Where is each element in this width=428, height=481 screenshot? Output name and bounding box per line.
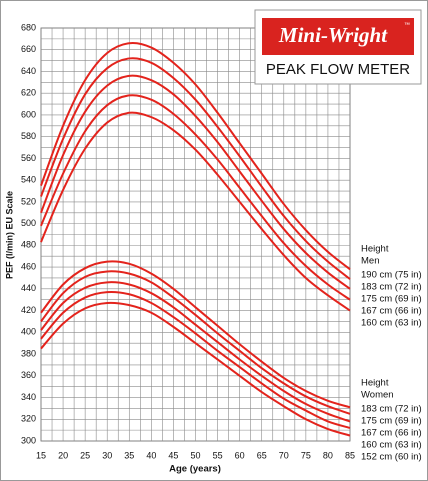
legend-entry: 175 cm (69 in) <box>361 416 422 427</box>
legend-title: Men <box>361 256 379 267</box>
y-tick-label: 640 <box>21 66 36 76</box>
legend-entry: 183 cm (72 in) <box>361 404 422 415</box>
y-tick-label: 660 <box>21 44 36 54</box>
y-tick-label: 540 <box>21 175 36 185</box>
y-tick-label: 320 <box>21 414 36 424</box>
logo-badge <box>262 18 414 55</box>
legend-entry: 160 cm (63 in) <box>361 318 422 329</box>
curve <box>40 57 351 280</box>
curve <box>40 270 351 415</box>
legend-entry: 152 cm (60 in) <box>361 452 422 463</box>
x-tick-label: 65 <box>257 450 267 460</box>
y-tick-label: 680 <box>21 22 36 32</box>
y-tick-label: 460 <box>21 261 36 271</box>
x-tick-label: 25 <box>80 450 90 460</box>
x-tick-label: 75 <box>301 450 311 460</box>
y-tick-label: 480 <box>21 240 36 250</box>
curve <box>40 42 351 271</box>
legend-title: Height <box>361 378 389 389</box>
x-tick-label: 60 <box>235 450 245 460</box>
legend-entry: 190 cm (75 in) <box>361 270 422 281</box>
y-tick-label: 360 <box>21 370 36 380</box>
logo: Mini-Wright ™ PEAK FLOW METER <box>254 9 422 85</box>
y-tick-label: 600 <box>21 109 36 119</box>
y-axis-label: PEF (l/min) EU Scale <box>4 191 14 279</box>
x-tick-label: 20 <box>58 450 68 460</box>
curve <box>40 111 351 312</box>
curve <box>40 260 351 409</box>
curve <box>40 301 351 437</box>
legend-entry: 167 cm (66 in) <box>361 428 422 439</box>
legend-entry: 175 cm (69 in) <box>361 294 422 305</box>
x-tick-label: 35 <box>124 450 134 460</box>
x-tick-label: 70 <box>279 450 289 460</box>
y-tick-label: 400 <box>21 327 36 337</box>
y-tick-label: 500 <box>21 218 36 228</box>
x-tick-label: 85 <box>345 450 355 460</box>
y-tick-label: 560 <box>21 153 36 163</box>
curve <box>40 94 351 301</box>
y-tick-label: 420 <box>21 305 36 315</box>
x-tick-label: 15 <box>36 450 46 460</box>
x-axis-label: Age (years) <box>169 464 221 475</box>
x-tick-label: 30 <box>102 450 112 460</box>
y-tick-label: 620 <box>21 88 36 98</box>
brand-mark: ™ <box>404 22 410 29</box>
x-tick-label: 50 <box>190 450 200 460</box>
curve <box>40 74 351 290</box>
legend-entry: 167 cm (66 in) <box>361 306 422 317</box>
y-tick-label: 520 <box>21 196 36 206</box>
x-tick-label: 80 <box>323 450 333 460</box>
y-tick-label: 440 <box>21 283 36 293</box>
legend-entry: 183 cm (72 in) <box>361 282 422 293</box>
curve <box>40 281 351 423</box>
y-tick-label: 340 <box>21 392 36 402</box>
legend-title: Height <box>361 244 389 255</box>
y-tick-label: 300 <box>21 435 36 445</box>
brand-name: Mini-Wright <box>278 23 388 47</box>
curves <box>40 42 351 437</box>
legend-title: Women <box>361 390 394 401</box>
x-tick-label: 40 <box>146 450 156 460</box>
y-tick-label: 580 <box>21 131 36 141</box>
brand-product: PEAK FLOW METER <box>266 61 410 78</box>
legend-entry: 160 cm (63 in) <box>361 440 422 451</box>
curve <box>40 290 351 429</box>
x-tick-label: 45 <box>168 450 178 460</box>
x-tick-label: 55 <box>213 450 223 460</box>
grid <box>40 27 351 442</box>
y-tick-label: 380 <box>21 348 36 358</box>
